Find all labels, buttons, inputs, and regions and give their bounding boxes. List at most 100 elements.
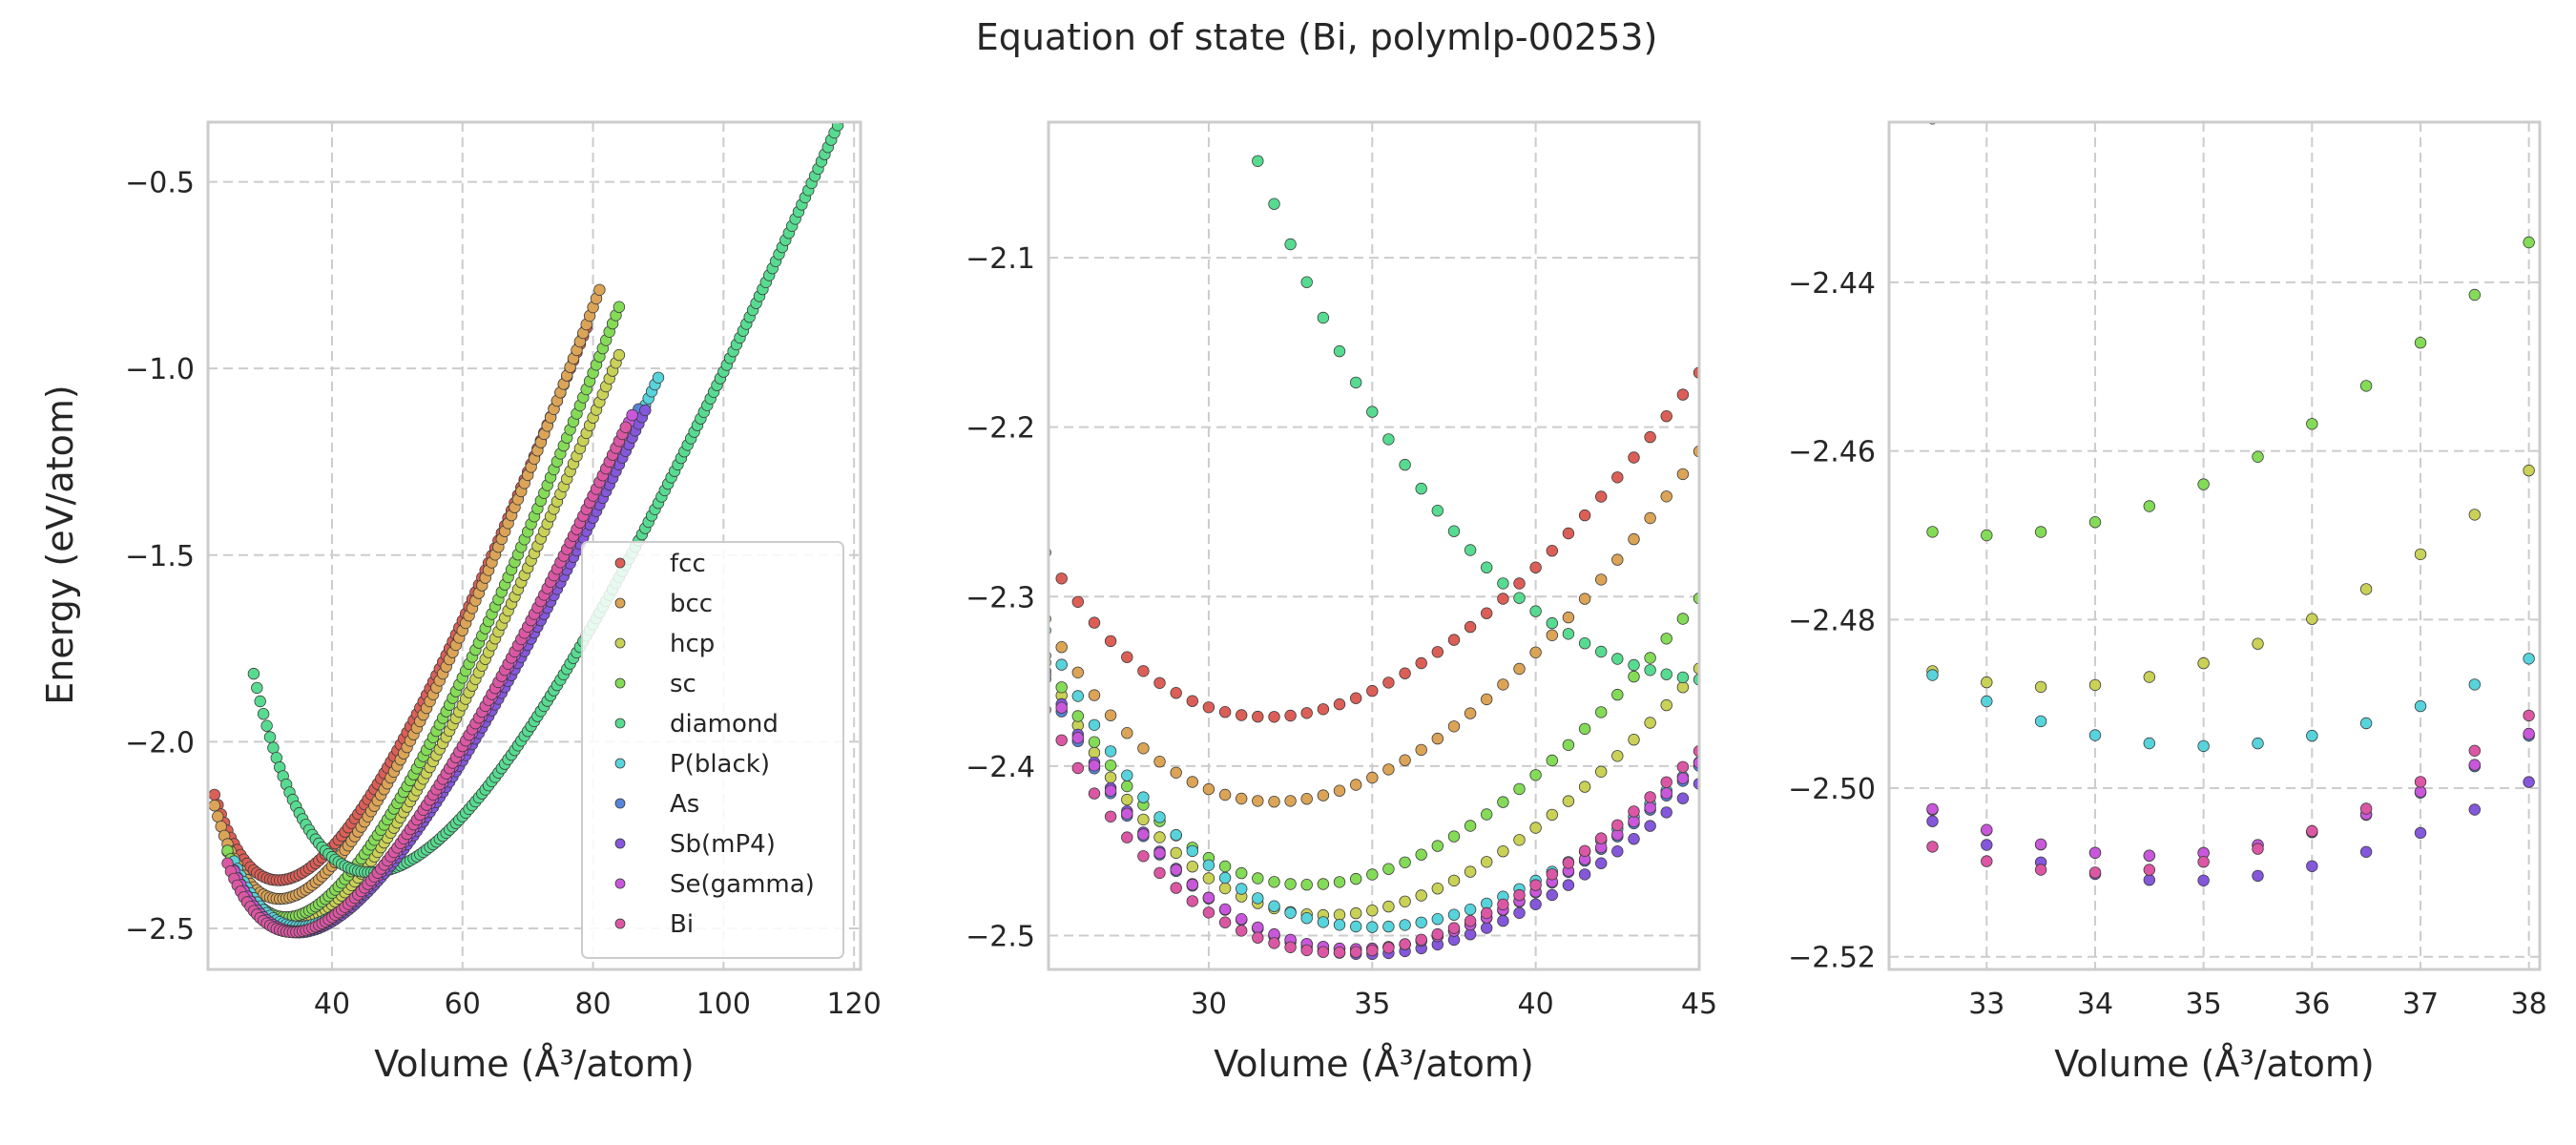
point-Sb(mP4) xyxy=(2197,874,2210,887)
legend-marker-As xyxy=(614,798,626,809)
point-Bi xyxy=(1121,831,1133,843)
point-Bi xyxy=(1218,916,1232,928)
point-bcc xyxy=(1399,754,1411,766)
point-fcc xyxy=(1464,620,1477,634)
point-diamond xyxy=(1513,592,1526,604)
point-fcc xyxy=(1218,706,1232,718)
point-Bi xyxy=(2414,776,2427,788)
point-bcc xyxy=(1202,782,1215,796)
point-Bi xyxy=(1202,906,1215,919)
point-sc xyxy=(1218,860,1232,873)
point-P(black) xyxy=(1399,919,1411,931)
x-tick-label: 120 xyxy=(827,988,882,1021)
point-sc xyxy=(2088,516,2102,529)
point-Bi xyxy=(1268,937,1280,949)
point-hcp xyxy=(1399,895,1411,908)
point-hcp xyxy=(1594,765,1608,779)
panel-3: 33 34 35 36 37 38 −2.52 −2.50 −2.48 −2.46 −2.44 Vol… xyxy=(1788,120,2547,1085)
point-P(black) xyxy=(1137,791,1150,803)
point-fcc xyxy=(1121,651,1133,663)
point-hcp xyxy=(1366,905,1379,917)
point-bcc xyxy=(1497,678,1509,691)
point-bcc xyxy=(1628,532,1640,546)
point-Bi xyxy=(1055,734,1068,747)
point-Se(gamma) xyxy=(2414,785,2427,799)
point-Se(gamma) xyxy=(1981,823,1993,836)
point-hcp xyxy=(1218,882,1232,895)
point-fcc xyxy=(1529,561,1542,573)
point-Bi xyxy=(1497,898,1509,911)
point-Bi xyxy=(1300,944,1313,957)
point-hcp xyxy=(2468,509,2482,521)
point-sc xyxy=(1611,688,1624,701)
point-Bi xyxy=(1562,857,1575,869)
point-Bi xyxy=(1284,941,1297,954)
point-fcc xyxy=(1480,607,1493,619)
point-P(black) xyxy=(1981,695,1993,708)
legend-marker-diamond xyxy=(614,718,626,729)
point-diamond xyxy=(1611,653,1624,665)
point-hcp xyxy=(613,348,626,362)
legend-label-sc: sc xyxy=(670,670,696,698)
point-diamond xyxy=(1415,482,1427,495)
point-sc xyxy=(1399,856,1411,869)
point-diamond xyxy=(1399,458,1411,471)
point-hcp xyxy=(1529,822,1542,834)
point-Bi xyxy=(1088,787,1101,800)
point-bcc xyxy=(1480,693,1493,706)
point-sc xyxy=(1317,878,1330,890)
legend-marker-Sb(mP4) xyxy=(614,838,626,849)
point-Bi xyxy=(1480,906,1493,920)
point-fcc xyxy=(1546,545,1559,557)
point-P(black) xyxy=(1218,871,1232,885)
point-bcc xyxy=(1137,742,1150,755)
point-hcp xyxy=(1611,750,1624,762)
point-hcp xyxy=(1104,771,1117,784)
point-sc xyxy=(2468,288,2482,302)
point-hcp xyxy=(1447,874,1461,887)
point-Bi xyxy=(1366,944,1379,957)
point-sc xyxy=(2523,236,2535,249)
x-tick-label: 40 xyxy=(1518,988,1554,1021)
point-diamond xyxy=(254,695,266,708)
point-hcp xyxy=(1981,676,1993,689)
point-bcc xyxy=(1594,573,1608,586)
point-fcc xyxy=(1071,595,1085,609)
point-fcc xyxy=(1349,692,1362,704)
point-hcp xyxy=(2088,678,2102,692)
axes-frame xyxy=(206,120,862,971)
data-points xyxy=(1926,122,2535,887)
point-diamond xyxy=(1464,544,1477,556)
point-bcc xyxy=(1382,763,1395,776)
x-tick-label: 34 xyxy=(2077,988,2113,1021)
point-Bi xyxy=(2359,802,2373,815)
point-fcc xyxy=(1660,410,1672,423)
point-P(black) xyxy=(1186,844,1199,858)
x-tick-label: 37 xyxy=(2402,988,2439,1021)
point-Bi xyxy=(1464,915,1477,927)
point-fcc xyxy=(1415,656,1427,670)
legend-label-P(black): P(black) xyxy=(670,750,770,779)
point-fcc xyxy=(1497,593,1509,605)
legend-marker-sc xyxy=(614,677,626,689)
point-P(black) xyxy=(1170,828,1182,842)
point-Sb(mP4) xyxy=(1676,792,1690,804)
point-Bi xyxy=(1611,819,1624,832)
y-tick-label: −2.44 xyxy=(1788,267,1876,301)
legend: fcc bcc hcp sc diamond P(black) As Sb(mP4) Se(ga… xyxy=(581,541,844,959)
point-P(black) xyxy=(1333,919,1346,931)
point-Se(gamma) xyxy=(1055,701,1068,714)
x-tick-label: 45 xyxy=(1681,988,1717,1021)
point-P(black) xyxy=(1121,769,1133,781)
y-tick-label: −2.46 xyxy=(1788,436,1876,469)
point-bcc xyxy=(1218,788,1232,802)
point-bcc xyxy=(1578,593,1591,605)
y-tick-label: −1.5 xyxy=(125,540,195,573)
point-Bi xyxy=(1415,933,1427,947)
point-hcp xyxy=(2143,671,2156,683)
point-fcc xyxy=(1300,707,1313,719)
point-bcc xyxy=(1121,727,1133,739)
point-P(black) xyxy=(1071,690,1085,702)
point-bcc xyxy=(1644,511,1656,525)
